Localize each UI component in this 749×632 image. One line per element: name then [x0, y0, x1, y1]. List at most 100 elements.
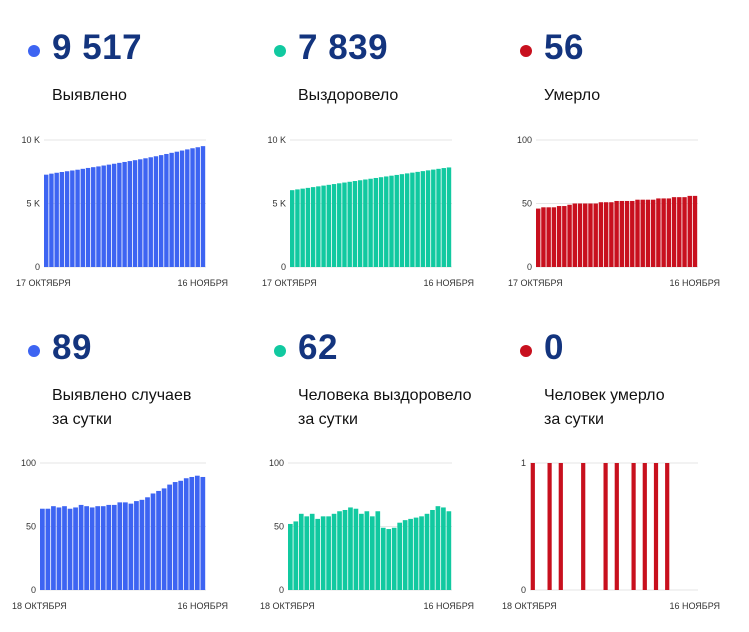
bar	[692, 195, 698, 267]
bar	[178, 480, 184, 590]
bar	[84, 506, 89, 590]
bar	[373, 177, 379, 267]
panel-label: Выявлено случаев за сутки	[52, 387, 192, 428]
bar	[410, 172, 415, 267]
y-tick-label: 5 K	[272, 199, 286, 209]
y-tick-label: 0	[35, 262, 40, 272]
bar	[59, 172, 65, 267]
bar	[190, 148, 195, 267]
bar	[132, 160, 138, 267]
bar	[293, 521, 299, 590]
bar	[169, 152, 174, 267]
y-tick-label: 5 K	[26, 199, 40, 209]
bar	[666, 198, 672, 267]
bar	[687, 195, 692, 267]
y-tick-label: 100	[21, 458, 36, 468]
panel-died-daily: 0 Человек умерло за сутки	[514, 328, 749, 632]
y-tick-label: 50	[274, 522, 284, 532]
bar	[288, 523, 293, 590]
bar	[117, 162, 122, 267]
bar	[164, 153, 169, 267]
bar	[348, 507, 353, 590]
bar	[139, 499, 145, 590]
bar	[127, 161, 133, 267]
bar	[89, 507, 95, 590]
bar	[415, 171, 420, 267]
bar	[402, 520, 408, 590]
panel-recovered-total: 7 839 Выздоровело	[268, 28, 508, 332]
panel-detected-total: 9 517 Выявлено	[22, 28, 262, 332]
bar	[117, 502, 123, 590]
bar	[174, 151, 180, 267]
bar	[624, 200, 630, 267]
bar	[194, 475, 200, 590]
bar	[337, 183, 342, 267]
bar	[424, 513, 430, 590]
bar	[80, 168, 86, 267]
bar	[73, 507, 78, 590]
panel-label: Человек умерло за сутки	[544, 387, 665, 428]
bar	[642, 463, 647, 590]
bar	[150, 493, 156, 590]
x-tick-label-end: 16 НОЯБРЯ	[669, 601, 720, 611]
bar	[588, 203, 593, 267]
bar	[562, 206, 567, 267]
bar	[290, 190, 295, 267]
bar	[375, 511, 381, 590]
legend-dot	[274, 345, 286, 357]
panel-label: Умерло	[544, 87, 601, 104]
total-value: 0	[544, 328, 564, 367]
bar	[347, 181, 352, 267]
bar	[158, 155, 164, 267]
y-tick-label: 10 K	[267, 135, 286, 145]
bar	[671, 197, 677, 267]
bar	[378, 177, 384, 267]
bar	[189, 476, 195, 590]
bar	[172, 482, 178, 590]
bar	[619, 200, 625, 267]
bar	[295, 189, 300, 267]
bar	[547, 463, 552, 590]
bar	[635, 199, 640, 267]
bar	[408, 518, 413, 590]
bar	[331, 513, 337, 590]
bar	[309, 513, 315, 590]
bar	[185, 149, 190, 267]
bar	[364, 511, 370, 590]
bar	[44, 174, 49, 267]
bar	[315, 518, 320, 590]
bar	[558, 463, 563, 590]
bar	[446, 167, 452, 267]
bar	[389, 175, 394, 267]
bar	[179, 150, 185, 267]
x-tick-label-end: 16 НОЯБРЯ	[669, 278, 720, 288]
x-tick-label-start: 18 ОКТЯБРЯ	[502, 601, 557, 611]
bar	[682, 197, 687, 267]
bar	[145, 497, 150, 590]
y-tick-label: 1	[521, 458, 526, 468]
bar	[431, 169, 436, 267]
bar	[530, 463, 535, 590]
bar	[138, 159, 143, 267]
bar	[397, 522, 402, 590]
panel-label: Выздоровело	[298, 87, 399, 104]
x-tick-label-start: 17 ОКТЯБРЯ	[508, 278, 563, 288]
bar	[541, 207, 546, 267]
y-tick-label: 100	[269, 458, 284, 468]
bar	[399, 174, 405, 267]
bar	[51, 506, 56, 590]
bar	[419, 516, 424, 590]
bar	[316, 186, 321, 267]
bar	[614, 200, 619, 267]
total-value: 62	[298, 328, 338, 367]
bar	[581, 463, 586, 590]
bar	[56, 507, 62, 590]
bar	[394, 174, 399, 267]
bar	[67, 508, 73, 590]
bar	[404, 173, 410, 267]
bar	[106, 164, 112, 267]
bar	[446, 511, 452, 590]
bar	[123, 502, 128, 590]
bar	[342, 182, 347, 267]
